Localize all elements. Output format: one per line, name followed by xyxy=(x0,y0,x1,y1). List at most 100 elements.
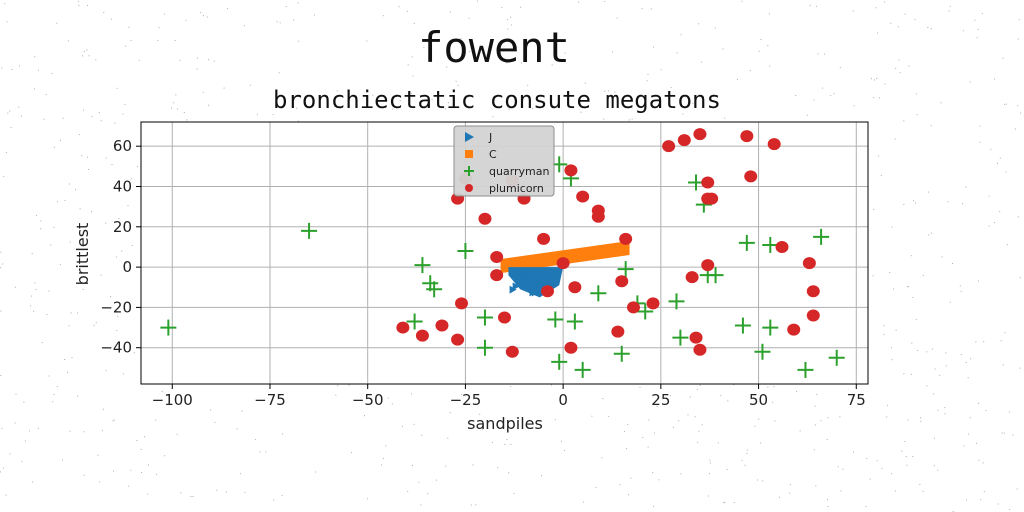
noise-dot xyxy=(999,157,1001,159)
noise-dot xyxy=(875,7,877,9)
noise-dot xyxy=(6,21,8,23)
noise-dot xyxy=(833,93,835,95)
noise-dot xyxy=(29,430,30,432)
noise-dot xyxy=(1005,103,1007,105)
noise-dot xyxy=(37,427,39,429)
noise-dot xyxy=(445,108,447,110)
noise-dot xyxy=(79,208,81,210)
noise-dot xyxy=(627,423,629,425)
noise-dot xyxy=(336,90,338,92)
noise-dot xyxy=(978,280,979,282)
noise-dot xyxy=(642,437,644,438)
noise-dot xyxy=(933,393,935,395)
noise-dot xyxy=(527,84,529,86)
noise-dot xyxy=(926,385,928,387)
noise-dot xyxy=(11,69,13,70)
noise-dot xyxy=(899,72,901,74)
noise-dot xyxy=(105,222,107,224)
noise-dot xyxy=(709,459,711,461)
noise-dot xyxy=(164,455,166,457)
noise-dot xyxy=(648,419,650,421)
noise-dot xyxy=(945,365,947,367)
noise-dot xyxy=(1004,103,1006,105)
noise-dot xyxy=(541,475,542,477)
noise-dot xyxy=(741,0,743,2)
noise-dot xyxy=(69,430,71,432)
noise-dot xyxy=(4,3,6,5)
noise-dot xyxy=(837,466,839,468)
noise-dot xyxy=(949,301,951,303)
noise-dot xyxy=(53,226,55,228)
noise-dot xyxy=(758,418,760,420)
noise-dot xyxy=(604,1,606,2)
noise-dot xyxy=(960,354,962,355)
y-tick-label: 40 xyxy=(113,177,132,195)
plumicorn-point xyxy=(451,333,465,346)
noise-dot xyxy=(1006,244,1008,246)
noise-dot xyxy=(917,350,919,351)
plumicorn-point xyxy=(806,309,820,322)
noise-dot xyxy=(696,388,698,390)
noise-dot xyxy=(161,391,163,392)
noise-dot xyxy=(366,40,368,42)
noise-dot xyxy=(628,494,630,496)
noise-dot xyxy=(903,203,905,205)
noise-dot xyxy=(531,107,533,109)
noise-dot xyxy=(93,324,95,326)
noise-dot xyxy=(660,69,662,71)
noise-dot xyxy=(0,267,2,269)
y-tick-label: 20 xyxy=(113,218,132,236)
noise-dot xyxy=(273,499,275,501)
noise-dot xyxy=(99,481,101,483)
noise-dot xyxy=(239,473,241,475)
noise-dot xyxy=(878,97,880,99)
noise-dot xyxy=(842,468,844,470)
x-tick-label: 75 xyxy=(847,391,866,409)
noise-dot xyxy=(62,459,64,461)
noise-dot xyxy=(279,22,281,24)
noise-dot xyxy=(853,105,855,107)
noise-dot xyxy=(650,8,652,10)
noise-dot xyxy=(908,286,910,288)
plumicorn-point xyxy=(701,176,715,189)
noise-dot xyxy=(754,425,756,427)
noise-dot xyxy=(56,386,58,388)
noise-dot xyxy=(110,296,112,297)
noise-dot xyxy=(806,114,808,116)
noise-dot xyxy=(979,141,981,143)
noise-dot xyxy=(507,28,509,30)
noise-dot xyxy=(933,437,935,439)
noise-dot xyxy=(701,424,703,426)
noise-dot xyxy=(95,59,97,61)
quarryman-point xyxy=(828,349,845,366)
noise-dot xyxy=(297,2,299,4)
noise-dot xyxy=(87,156,89,158)
plumicorn-point xyxy=(619,232,633,245)
noise-dot xyxy=(1003,432,1005,434)
noise-dot xyxy=(208,59,210,61)
noise-dot xyxy=(890,347,892,349)
noise-dot xyxy=(35,214,37,216)
noise-dot xyxy=(687,414,689,416)
noise-dot xyxy=(83,474,85,476)
noise-dot xyxy=(34,88,35,90)
noise-dot xyxy=(394,105,396,107)
noise-dot xyxy=(334,106,335,108)
noise-dot xyxy=(689,396,691,398)
noise-dot xyxy=(481,429,483,431)
noise-dot xyxy=(658,479,660,481)
noise-dot xyxy=(965,362,967,363)
noise-dot xyxy=(445,465,447,467)
noise-dot xyxy=(678,420,680,422)
noise-dot xyxy=(653,432,655,434)
noise-dot xyxy=(682,113,684,115)
legend-label: J xyxy=(488,131,492,144)
plumicorn-point xyxy=(662,140,676,153)
noise-dot xyxy=(907,286,908,288)
plumicorn-point xyxy=(701,259,715,272)
noise-dot xyxy=(185,19,187,21)
y-tick-label: −40 xyxy=(100,339,132,357)
noise-dot xyxy=(883,325,885,327)
noise-dot xyxy=(653,46,654,48)
noise-dot xyxy=(128,26,130,28)
